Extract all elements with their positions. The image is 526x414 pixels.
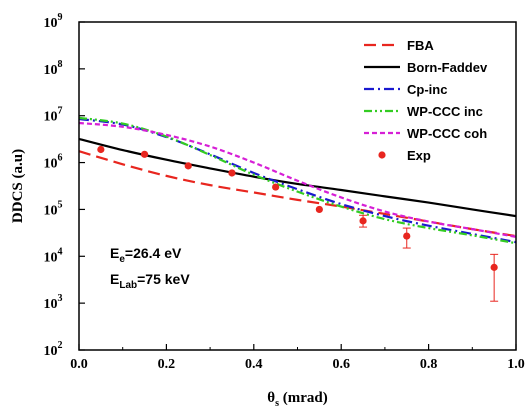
legend-swatch-point xyxy=(378,151,386,159)
x-tick-label: 0.0 xyxy=(70,357,88,372)
exp-point xyxy=(184,162,192,170)
y-tick-label: 107 xyxy=(44,106,63,125)
annotations: Ee=26.4 eV ELab=75 keV xyxy=(110,245,190,291)
legend-label: WP-CCC coh xyxy=(407,126,487,141)
x-tick-labels: 0.0 0.2 0.4 0.6 0.8 1.0 xyxy=(70,357,525,372)
legend-label: Exp xyxy=(407,148,431,163)
experimental-points xyxy=(97,145,499,302)
exp-point xyxy=(272,183,280,191)
x-tick-label: 0.8 xyxy=(420,357,438,372)
exp-point xyxy=(315,205,323,214)
series-layer xyxy=(78,116,517,245)
annotation-electron-energy: Ee=26.4 eV xyxy=(110,245,182,265)
legend-label: Born-Faddev xyxy=(407,60,488,75)
y-tick-label: 102 xyxy=(44,340,63,359)
y-tick-label: 103 xyxy=(44,293,63,312)
series-line-wp-ccc-coh xyxy=(78,121,517,238)
series-line-wp-ccc-inc xyxy=(78,116,517,245)
exp-point xyxy=(97,145,105,154)
y-tick-label: 109 xyxy=(44,12,63,31)
legend-label: FBA xyxy=(407,38,434,53)
legend-label: Cp-inc xyxy=(407,82,447,97)
y-tick-label: 104 xyxy=(44,246,63,265)
x-tick-label: 0.2 xyxy=(158,357,176,372)
exp-point xyxy=(228,169,236,177)
legend-entry: Born-Faddev xyxy=(364,60,488,75)
legend-entry: Cp-inc xyxy=(364,82,447,97)
legend: FBA Born-Faddev Cp-inc WP-CCC inc WP-CCC coh… xyxy=(364,38,488,163)
y-tick-labels: 102 103 104 105 106 107 108 109 xyxy=(44,12,63,359)
y-axis-title: DDCS (a.u) xyxy=(10,149,26,223)
plot-frame xyxy=(78,21,517,351)
exp-point xyxy=(140,150,149,158)
x-tick-label: 0.6 xyxy=(332,357,350,372)
legend-label: WP-CCC inc xyxy=(407,104,483,119)
legend-entry: FBA xyxy=(364,38,434,53)
series-line-born-faddev xyxy=(78,137,517,218)
y-tick-label: 106 xyxy=(44,153,63,172)
legend-entry: WP-CCC coh xyxy=(364,126,487,141)
annotation-lab-energy: ELab=75 keV xyxy=(110,271,190,291)
exp-point xyxy=(490,263,498,271)
exp-point xyxy=(359,217,367,225)
y-tick-label: 105 xyxy=(44,199,63,218)
legend-entry: WP-CCC inc xyxy=(364,104,483,119)
legend-entry: Exp xyxy=(378,148,431,163)
exp-point xyxy=(403,232,411,240)
x-tick-label: 1.0 xyxy=(507,357,525,372)
series-line-fba xyxy=(78,150,517,238)
y-tick-label: 108 xyxy=(44,59,63,78)
x-axis-title: θs (mrad) xyxy=(267,390,328,409)
x-tick-label: 0.4 xyxy=(245,357,263,372)
